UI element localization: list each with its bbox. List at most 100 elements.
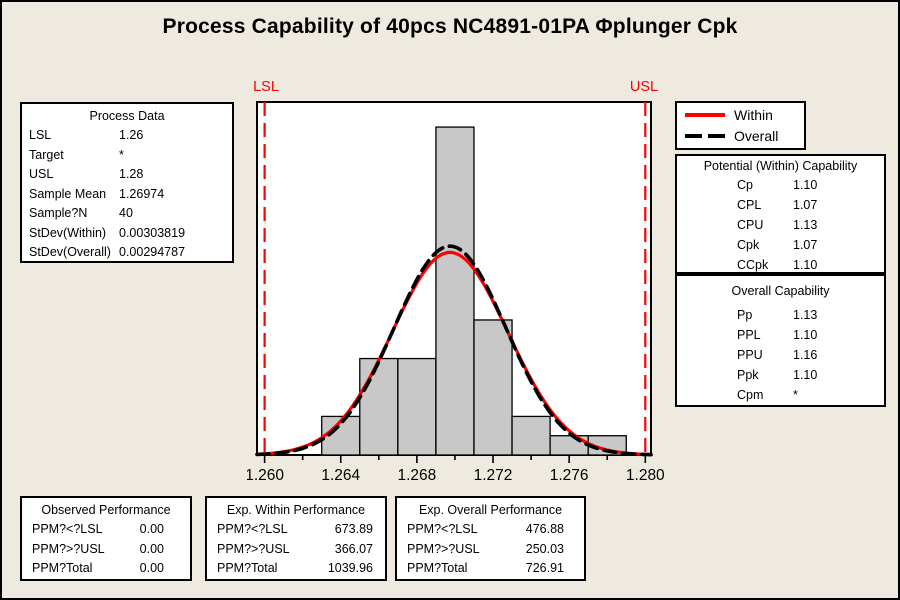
histogram-bar — [435, 126, 475, 456]
stat-row: Target * — [22, 146, 232, 166]
observed-performance-box: Observed Performance PPM?<?LSL 0.00 PPM?>?… — [20, 496, 192, 581]
stat-value: 1039.96 — [327, 561, 373, 575]
usl-label: USL — [629, 79, 659, 95]
dashed-line-icon — [685, 133, 702, 139]
stat-label: PPM?>?USL — [407, 541, 480, 556]
overall-curve — [255, 244, 653, 457]
stat-label: PPM?<?LSL — [217, 522, 288, 536]
histogram-bar — [397, 357, 437, 456]
stat-label: Cpm — [737, 388, 764, 402]
stat-value: 40 — [119, 206, 133, 220]
stat-label: PPM?>?USL — [32, 541, 105, 556]
stat-label: CPL — [737, 198, 762, 212]
capability-histogram-plot: 1.260 1.264 1.268 1.272 1.276 1.280 — [247, 101, 665, 484]
stat-label: Pp — [737, 308, 753, 322]
chart-title: Process Capability of 40pcs NC4891-01PA … — [162, 15, 738, 38]
stat-row: PPM?<?LSL 0.00 — [22, 520, 190, 540]
overall-line-sample — [685, 133, 725, 139]
stat-row: StDev(Within) 0.00303819 — [22, 224, 232, 244]
within-line-sample — [685, 112, 725, 118]
stat-row: Pp 1.13 — [677, 306, 884, 326]
stat-row: PPM?Total 726.91 — [397, 559, 584, 579]
stat-value: 1.10 — [793, 368, 818, 382]
stat-row: PPM?<?LSL 673.89 — [207, 520, 385, 540]
stat-value: 0.00 — [139, 522, 164, 536]
stat-label: LSL — [29, 128, 52, 142]
stat-label: Cp — [737, 178, 753, 192]
dashed-line-icon — [708, 133, 725, 139]
box-title: Process Data — [89, 109, 165, 123]
stat-row: USL 1.28 — [22, 165, 232, 185]
legend-item-within: Within — [685, 106, 804, 124]
stat-label: CCpk — [737, 258, 769, 272]
x-tick-label: 1.280 — [626, 467, 665, 484]
process-data-box: Process Data LSL 1.26 Target * USL 1.28 Sample… — [20, 102, 234, 263]
stat-value: 1.16 — [793, 348, 818, 362]
stat-label: USL — [29, 167, 54, 181]
stat-value: * — [119, 147, 124, 162]
stat-label: PPM?>?USL — [217, 541, 290, 556]
stat-row: CPL 1.07 — [677, 196, 884, 216]
stat-row: PPM?Total 1039.96 — [207, 559, 385, 579]
stat-value: 1.10 — [793, 258, 818, 272]
lsl-label: LSL — [253, 79, 279, 95]
stat-row: Cpm * — [677, 386, 884, 405]
box-title: Overall Capability — [731, 284, 830, 298]
stat-row: Cpk 1.07 — [677, 236, 884, 256]
stat-value: 1.07 — [793, 238, 818, 252]
stat-row: PPM?>?USL 0.00 — [22, 540, 190, 560]
stat-value: 1.07 — [793, 198, 818, 212]
stat-value: 1.13 — [793, 218, 818, 232]
stat-row: StDev(Overall) 0.00294787 — [22, 243, 232, 261]
stat-value: 726.91 — [525, 561, 564, 575]
stat-label: PPM?<?LSL — [32, 522, 103, 536]
overall-capability-box: Overall Capability Pp 1.13 PPL 1.10 PPU 1.16 P… — [675, 274, 886, 407]
stat-row: PPM?>?USL 366.07 — [207, 540, 385, 560]
stat-row: Sample Mean 1.26974 — [22, 185, 232, 205]
stat-row: CCpk 1.10 — [677, 256, 884, 272]
stat-value: 1.13 — [793, 308, 818, 322]
stat-row: Sample?N 40 — [22, 204, 232, 224]
stat-label: Ppk — [737, 368, 759, 382]
stat-row: PPM?Total 0.00 — [22, 559, 190, 579]
stat-label: Sample Mean — [29, 186, 107, 201]
stat-value: * — [793, 388, 798, 402]
stat-row: CPU 1.13 — [677, 216, 884, 236]
box-title: Exp. Within Performance — [226, 503, 366, 517]
stat-value: 476.88 — [525, 522, 564, 536]
stat-value: 366.07 — [334, 541, 373, 556]
legend-item-overall: Overall — [685, 127, 804, 145]
legend-label: Overall — [734, 128, 779, 144]
stat-label: PPM?Total — [32, 561, 93, 575]
stat-value: 0.00 — [139, 541, 164, 556]
stat-value: 1.28 — [119, 167, 144, 181]
stat-value: 1.10 — [793, 328, 818, 342]
exp-overall-performance-box: Exp. Overall Performance PPM?<?LSL 476.88… — [395, 496, 586, 581]
stat-value: 1.26974 — [119, 186, 165, 201]
stat-row: PPL 1.10 — [677, 326, 884, 346]
stat-label: Cpk — [737, 238, 760, 252]
stat-label: StDev(Within) — [29, 225, 107, 240]
stat-row: LSL 1.26 — [22, 126, 232, 146]
x-tick-label: 1.272 — [474, 467, 513, 484]
stat-value: 0.00294787 — [119, 245, 186, 259]
potential-within-capability-box: Potential (Within) Capability Cp 1.10 CPL 1… — [675, 154, 886, 274]
x-tick-label: 1.268 — [397, 467, 436, 484]
legend: Within Overall — [675, 101, 806, 150]
stat-label: PPL — [737, 328, 761, 342]
stat-label: Sample?N — [29, 206, 88, 220]
box-title: Exp. Overall Performance — [418, 503, 563, 517]
legend-label: Within — [734, 107, 773, 123]
histogram-bar — [473, 319, 513, 456]
x-tick-label: 1.276 — [550, 467, 589, 484]
histogram-bar — [359, 357, 399, 456]
stat-label: PPM?<?LSL — [407, 522, 478, 536]
histogram-bar — [511, 415, 551, 456]
stat-label: CPU — [737, 218, 764, 232]
stat-value: 0.00303819 — [119, 225, 186, 240]
box-title: Observed Performance — [41, 503, 171, 517]
stat-value: 0.00 — [139, 561, 164, 575]
stat-label: PPM?Total — [217, 561, 278, 575]
solid-line-icon — [685, 112, 725, 118]
